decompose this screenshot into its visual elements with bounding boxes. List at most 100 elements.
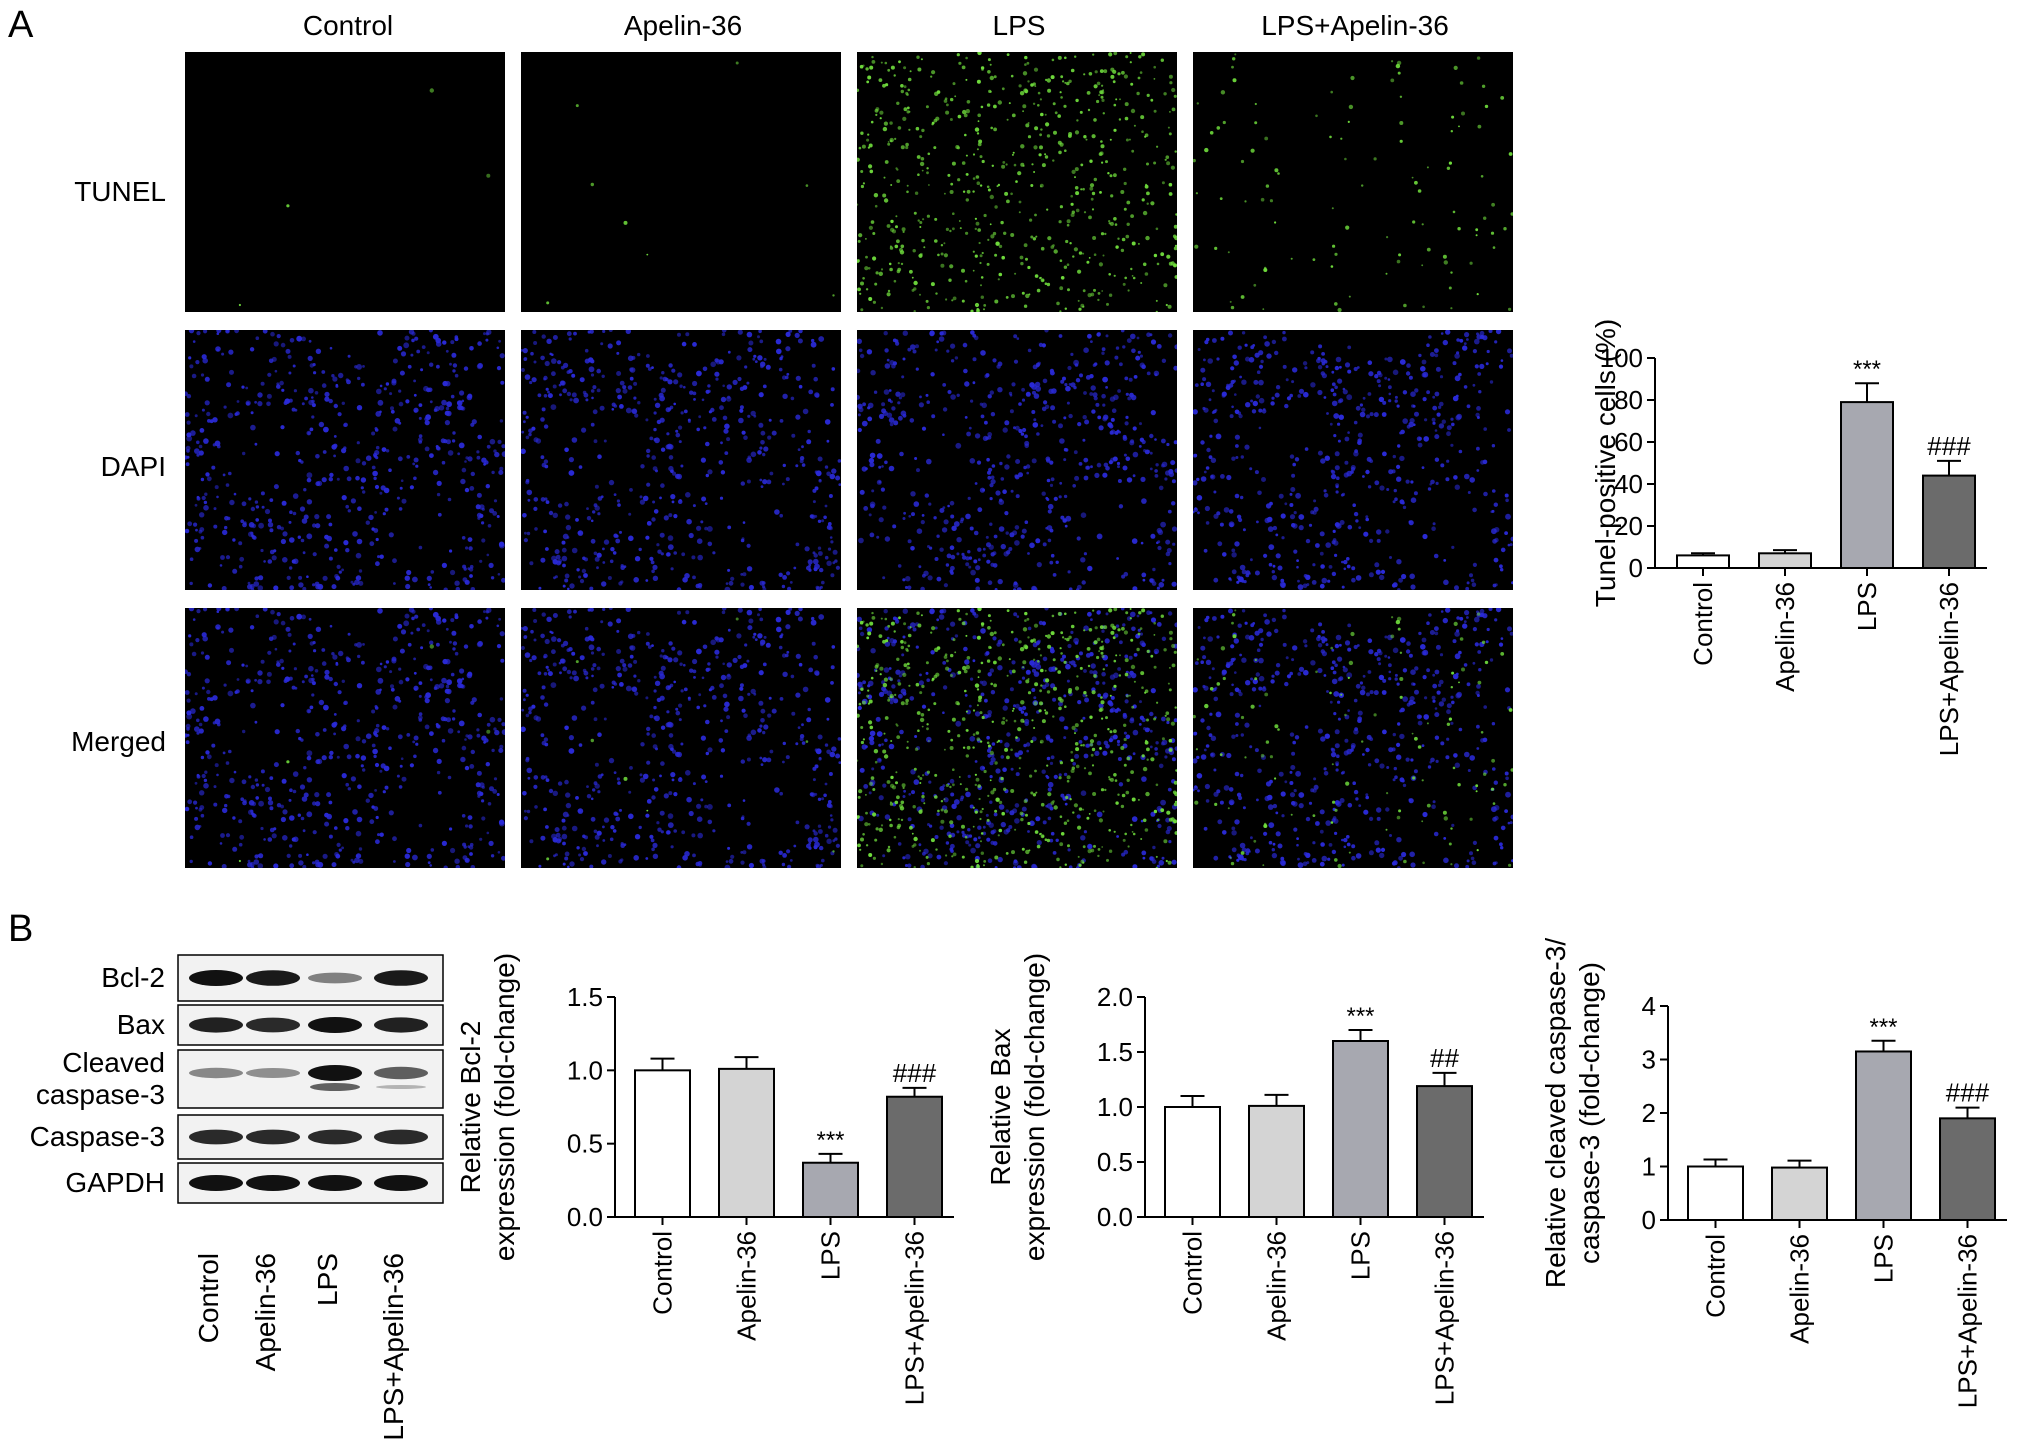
x-tick-label: Control <box>1178 1231 1208 1315</box>
blot-band <box>189 970 243 986</box>
y-tick-label: 1.5 <box>1097 1037 1133 1067</box>
bax-bar-chart: 0.0 0.5 1.0 1.5 2.0 Control Apelin-36 LPS *** LPS… <box>985 953 1484 1405</box>
y-tick-label: 0 <box>1629 553 1643 583</box>
y-tick-label: 4 <box>1642 991 1656 1021</box>
y-axis-label: expression (fold-change) <box>1019 953 1050 1261</box>
blot-label: Caspase-3 <box>29 1121 165 1152</box>
bar-LPS <box>802 1161 859 1219</box>
blot-label: Bcl-2 <box>101 962 165 993</box>
micrograph-merged-apelin <box>521 608 841 868</box>
bar-LPS+Apelin-36 <box>886 1095 943 1219</box>
caspase-bar-chart: 0 1 2 3 4 Control Apelin-36 LPS *** LPS+Apelin-36… <box>1540 938 2007 1408</box>
bar-Control <box>1164 1106 1221 1218</box>
micrograph-dapi-apelin <box>521 330 841 590</box>
y-tick-label: 0 <box>1642 1205 1656 1235</box>
bar-Control <box>1687 1165 1744 1221</box>
blot-band <box>246 1129 300 1145</box>
x-tick-label: LPS <box>1852 582 1882 631</box>
significance-label: *** <box>1346 1003 1374 1030</box>
bar-Control <box>1676 554 1730 569</box>
blot-label: GAPDH <box>65 1167 165 1198</box>
y-axis-label: caspase-3 (fold-change) <box>1574 962 1605 1264</box>
row-header-merged: Merged <box>71 726 166 757</box>
micrograph-pattern <box>1193 608 1513 868</box>
micrograph-pattern <box>185 608 505 868</box>
significance-label: *** <box>1853 356 1881 383</box>
micrograph-pattern <box>238 88 491 307</box>
column-header-lps-apelin: LPS+Apelin-36 <box>1261 10 1449 41</box>
micrograph-tunel-lps-apelin <box>1193 52 1513 312</box>
tunel-bar-chart: 0 20 40 60 80 100 Control Apelin-36 LPS *** LPS+Ap… <box>1590 319 1987 756</box>
bar-LPS <box>1840 401 1894 569</box>
x-tick-label: Apelin-36 <box>732 1231 762 1341</box>
lane-label: LPS <box>312 1253 343 1306</box>
blot-band <box>246 1068 300 1078</box>
blot-band <box>189 1129 243 1145</box>
micrograph-tunel-control <box>185 52 505 312</box>
y-tick-label: 1.0 <box>1097 1092 1133 1122</box>
micrograph-merged-control <box>185 608 505 868</box>
lane-label: Apelin-36 <box>250 1253 281 1371</box>
blot-label: Bax <box>116 1009 165 1040</box>
y-tick-label: 20 <box>1614 511 1643 541</box>
x-tick-label: LPS <box>816 1231 846 1280</box>
western-blot-panel <box>8 950 448 1250</box>
micrograph-pattern <box>521 330 841 590</box>
bar-Control <box>634 1069 691 1218</box>
y-axis-label: Relative cleaved caspase-3/ <box>1540 938 1571 1288</box>
x-tick-label: Control <box>648 1231 678 1315</box>
column-header-apelin: Apelin-36 <box>623 10 743 41</box>
bar-LPS <box>1855 1050 1912 1221</box>
blot-band <box>374 1066 428 1080</box>
significance-label: ### <box>1946 1078 1990 1108</box>
column-header-lps: LPS <box>992 10 1046 41</box>
blot-band <box>308 1065 362 1081</box>
bar-Apelin-36 <box>1771 1166 1828 1222</box>
bar-LPS <box>1332 1040 1389 1218</box>
bar-LPS+Apelin-36 <box>1939 1117 1996 1222</box>
micrograph-tunel-apelin <box>521 52 841 312</box>
y-tick-label: 1 <box>1642 1152 1656 1182</box>
micrograph-dapi-lps-apelin <box>1193 330 1513 590</box>
micrograph-merged-lps-apelin <box>1193 608 1513 868</box>
x-tick-label: Apelin-36 <box>1770 582 1800 692</box>
micrograph-pattern <box>521 608 841 868</box>
lane-label: LPS+Apelin-36 <box>378 1253 409 1441</box>
blot-band <box>246 1175 300 1191</box>
y-axis-label: Relative Bcl-2 <box>455 1021 486 1194</box>
blot-band <box>374 1175 428 1191</box>
lane-label: Control <box>193 1253 224 1343</box>
micrograph-pattern <box>546 61 835 305</box>
y-tick-label: 0.5 <box>1097 1147 1133 1177</box>
x-tick-label: LPS <box>1869 1234 1899 1283</box>
x-tick-label: LPS+Apelin-36 <box>900 1231 930 1405</box>
blot-band <box>374 970 428 986</box>
y-axis-label: expression (fold-change) <box>489 953 520 1261</box>
blot-band <box>246 1017 300 1033</box>
bar-Apelin-36 <box>1758 552 1812 569</box>
significance-label: *** <box>816 1127 844 1154</box>
blot-band <box>374 1129 428 1145</box>
y-tick-label: 2.0 <box>1097 982 1133 1012</box>
row-header-dapi: DAPI <box>100 451 166 482</box>
y-tick-label: 0.0 <box>1097 1202 1133 1232</box>
blot-band-lower <box>376 1085 426 1089</box>
micrograph-pattern <box>857 330 1177 590</box>
y-tick-label: 2 <box>1642 1098 1656 1128</box>
blot-band-lower <box>310 1083 360 1091</box>
blot-label: Cleaved <box>62 1047 165 1078</box>
blot-band <box>308 972 362 984</box>
blot-label: caspase-3 <box>35 1079 165 1110</box>
y-tick-label: 100 <box>1600 343 1643 373</box>
significance-label: *** <box>1869 1014 1897 1041</box>
blot-band <box>189 1175 243 1191</box>
y-axis-label: Relative Bax <box>985 1028 1016 1185</box>
western-blot <box>177 954 444 1204</box>
bcl2-bar-chart: 0.0 0.5 1.0 1.5 Control Apelin-36 LPS *** LPS+Ap… <box>455 953 954 1405</box>
panel-label-a: A <box>8 4 34 46</box>
y-tick-label: 1.5 <box>567 982 603 1012</box>
bar-LPS+Apelin-36 <box>1922 474 1976 570</box>
bar-Apelin-36 <box>1248 1104 1305 1218</box>
blot-band <box>308 1175 362 1191</box>
y-tick-label: 80 <box>1614 385 1643 415</box>
